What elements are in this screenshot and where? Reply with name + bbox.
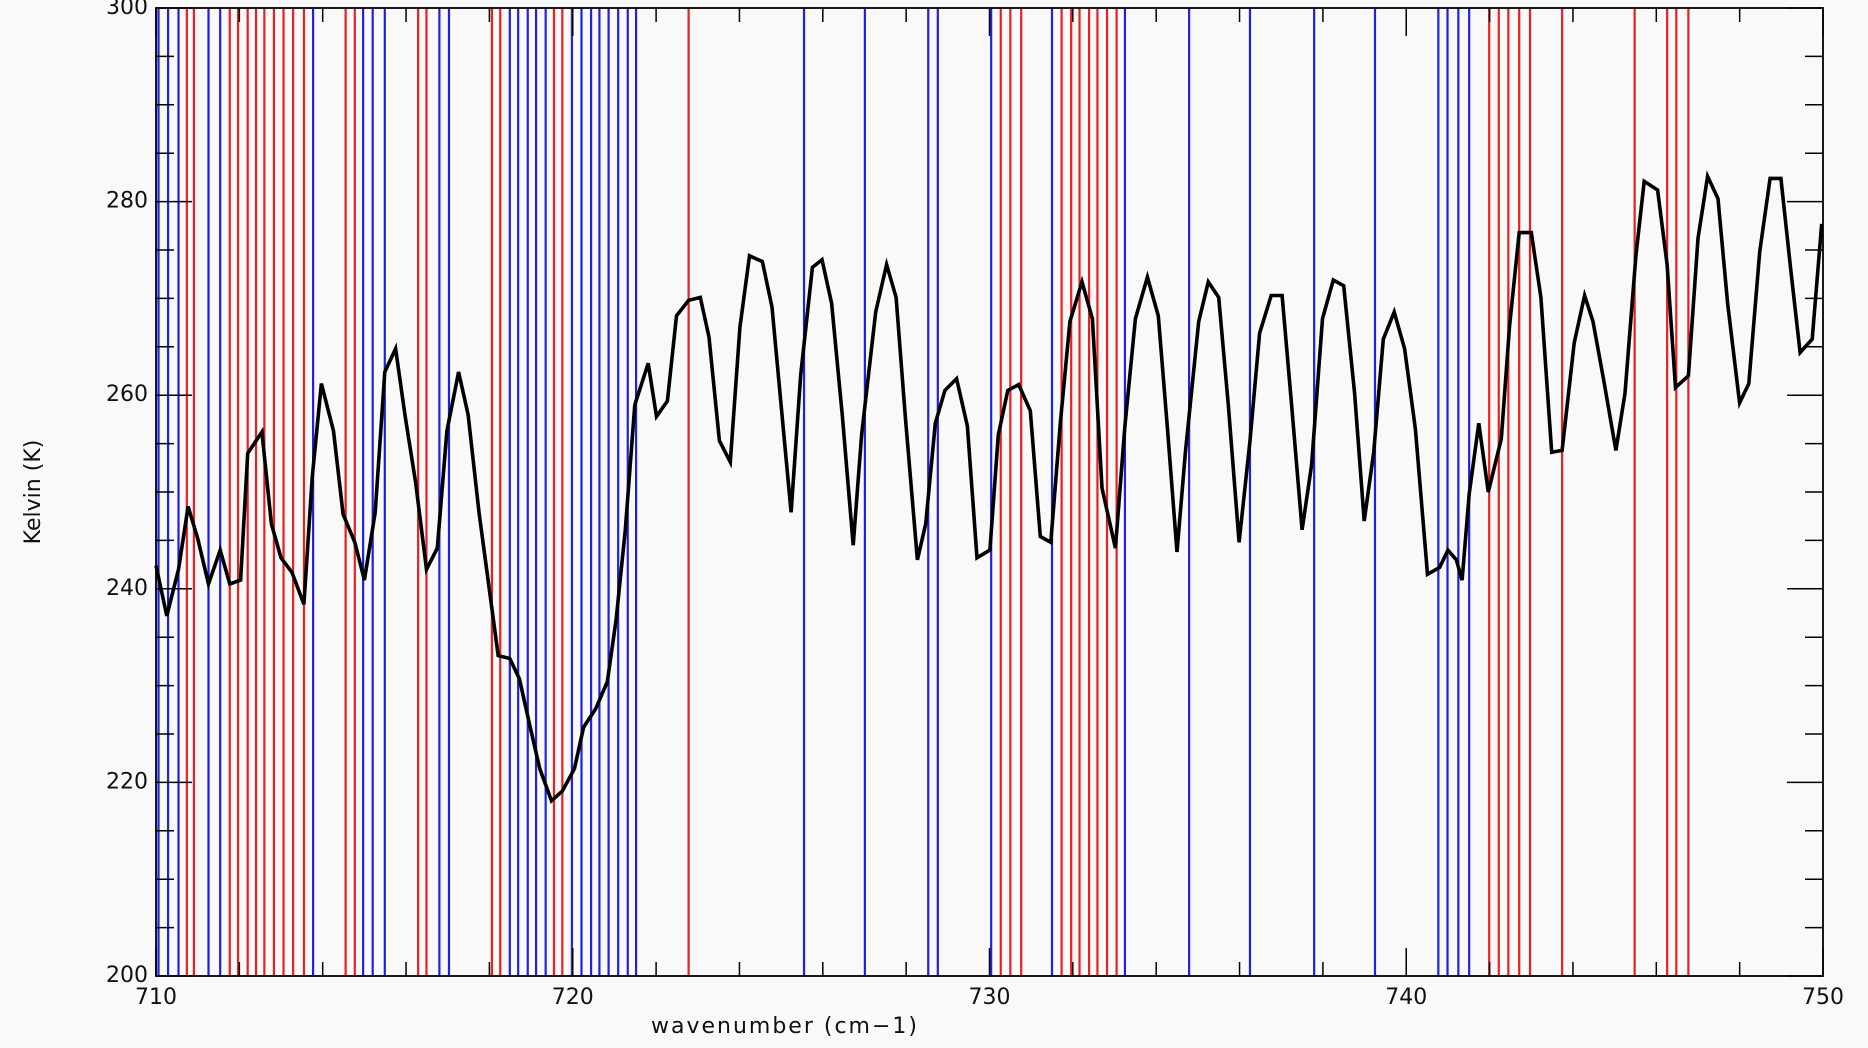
y-tick-label: 260 xyxy=(106,382,148,407)
x-tick-label: 710 xyxy=(135,985,177,1010)
plot-frame xyxy=(155,7,1824,977)
spectrum-line xyxy=(154,170,1824,804)
y-tick-label: 200 xyxy=(106,963,148,988)
y-tick-label: 240 xyxy=(106,576,148,601)
y-tick-label: 220 xyxy=(106,769,148,794)
y-axis-title: Kelvin (K) xyxy=(21,440,46,545)
x-tick-label: 750 xyxy=(1802,985,1844,1010)
x-tick-label: 740 xyxy=(1385,985,1427,1010)
x-tick-label: 730 xyxy=(969,985,1011,1010)
y-tick-label: 280 xyxy=(106,189,148,214)
x-axis-title: wavenumber (cm−1) xyxy=(651,1014,919,1039)
x-tick-label: 720 xyxy=(552,985,594,1010)
y-tick-label: 300 xyxy=(106,0,148,20)
